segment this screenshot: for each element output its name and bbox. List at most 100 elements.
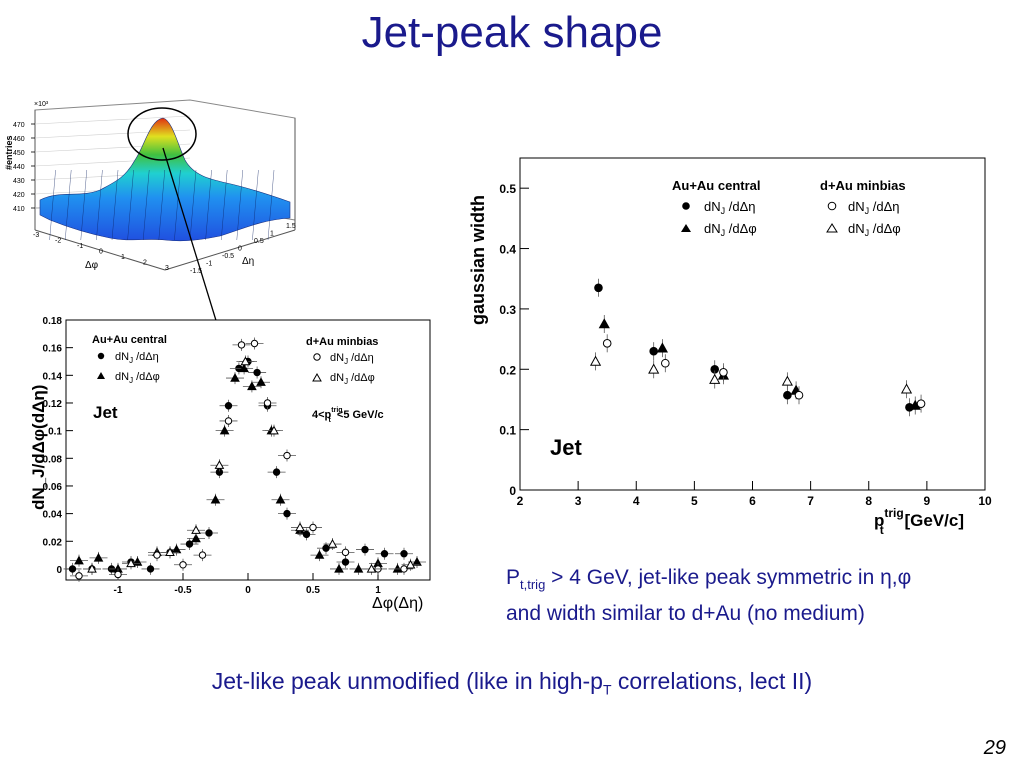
plotB-xtick-label: 8 <box>865 494 872 508</box>
plotA-ylabel: dN_J/dΔφ(dΔη) <box>29 385 48 510</box>
plotA-point-s0 <box>224 402 233 410</box>
surface-mesh-line <box>65 169 72 241</box>
plotB-ylabel: gaussian width <box>468 195 488 325</box>
plotA-point-s1 <box>314 550 325 559</box>
plotA-point-s0 <box>341 558 350 566</box>
plotA-point-s3 <box>295 522 305 532</box>
plotB-xtick-label: 5 <box>691 494 698 508</box>
plotA-point-s0 <box>400 550 408 558</box>
plotB-point-s2 <box>661 358 670 368</box>
surface-mesh-line <box>127 169 134 241</box>
surface-ytick-label: -1 <box>206 261 212 268</box>
plotA-legend-aa-dphi: dNJ /dΔφ <box>115 371 160 385</box>
plotA-point-s0 <box>272 468 281 476</box>
surface-mesh-line <box>267 169 275 241</box>
plotA-point-s1 <box>93 552 104 562</box>
plotA-point-s3 <box>87 563 97 573</box>
plotA-point-s0 <box>380 550 389 558</box>
plotA-xtick-label: 1 <box>375 585 381 596</box>
plotA-point-s2 <box>114 570 122 579</box>
plotB-point-s0 <box>783 390 792 400</box>
plotB-ytick-label: 0.1 <box>499 424 516 438</box>
plotB-point-s3 <box>648 363 660 374</box>
surface-ztick-label: 410 <box>13 206 25 213</box>
plotA-point-s0 <box>253 368 261 377</box>
gaussian-width-chart: 0 0.1 0.2 0.3 0.4 0.5 2 3 4 5 6 7 8 9 10 gaussian wid… <box>468 157 992 537</box>
plotA-point-s2 <box>400 565 408 573</box>
plotB-xtick-label: 2 <box>517 494 524 508</box>
surface-gridline <box>34 115 191 125</box>
surface-ztick-label: 440 <box>13 164 25 171</box>
plotA-point-s2 <box>237 341 246 349</box>
surface-body <box>39 117 291 242</box>
plotA-xtick-label: -1 <box>114 585 123 596</box>
plotA-legend-dau-deta: dNJ /dΔη <box>330 352 374 366</box>
surface-ytick-label: 1 <box>270 231 274 238</box>
plotB-xtick-label: 7 <box>807 494 814 508</box>
plotB-point-s0 <box>649 346 658 356</box>
surface-ytick-label: 1.5 <box>286 223 296 230</box>
plotA-point-s0 <box>205 529 213 537</box>
plotA-point-s2 <box>250 339 259 348</box>
plotB-ytick-label: 0.5 <box>499 182 516 196</box>
plotA-point-s2 <box>341 548 350 557</box>
page-number: 29 <box>983 737 1006 759</box>
surface-xtick-label: 1 <box>121 254 125 261</box>
plotA-ytick-label: 0.06 <box>43 482 63 493</box>
plotA-point-s1 <box>392 563 403 573</box>
plotB-point-s3 <box>781 375 793 386</box>
plotB-legend-dau-deta: dNJ /dΔη <box>848 199 900 216</box>
plotA-point-s0 <box>322 544 330 552</box>
surface-xlabel: Δφ <box>85 260 99 271</box>
plotB-point-s3 <box>589 355 602 366</box>
surface-ytick-label: -1.5 <box>190 268 202 275</box>
surface-ytick-label: 0.5 <box>254 238 264 245</box>
plotA-legend-right-title: d+Au minbias <box>306 336 378 348</box>
plotB-frame <box>519 157 986 491</box>
plotB-point-s0 <box>594 283 603 293</box>
surface-ytick-label: -0.5 <box>222 253 234 260</box>
plotA-point-s2 <box>224 417 233 425</box>
plotA-point-s1 <box>191 533 201 543</box>
plotA-point-s2 <box>179 561 187 569</box>
plotB-ytick-label: 0 <box>509 484 516 498</box>
plotB-ytick-label: 0.2 <box>499 363 516 377</box>
surface-mesh-line <box>80 169 87 241</box>
plotA-point-s2 <box>153 551 161 559</box>
surface-xtick-label: -2 <box>55 238 61 245</box>
plotB-legend-aa-deta: dNJ /dΔη <box>704 199 756 216</box>
surface-mesh-line <box>189 169 197 241</box>
surface-mesh-line <box>221 169 228 241</box>
plotA-point-s0 <box>361 545 369 554</box>
surface-mesh-line <box>158 169 165 241</box>
plotB-xlabel: ptrig t [GeV/c] <box>874 506 964 537</box>
surface-ytick-label: 0 <box>238 246 242 253</box>
plotA-point-s0 <box>68 565 77 573</box>
plotB-ytick-label: 0.4 <box>499 243 516 257</box>
plotA-point-s1 <box>256 377 266 386</box>
plotA-point-s1 <box>353 563 364 573</box>
plotA-legend-aa-deta: dNJ /dΔη <box>115 351 159 365</box>
side-note: Pt,trig > 4 GeV, jet-like peak symmetric… <box>506 563 1016 628</box>
plotA-point-s1 <box>334 563 344 573</box>
plotA-ytick-label: 0.08 <box>43 454 63 465</box>
plotB-point-s3 <box>900 383 913 394</box>
surface-plot: 410 420 430 440 450 460 470 #entries ×10³ -3 -2… <box>4 99 296 275</box>
plotA-point-s2 <box>283 451 291 460</box>
plotA-point-s3 <box>126 558 136 568</box>
plotA-point-s0 <box>185 540 194 548</box>
surface-mesh-line <box>49 169 56 241</box>
plotB-legend-right-title: d+Au minbias <box>820 178 906 193</box>
plotA-point-s1 <box>230 373 240 382</box>
plotB-point-s2 <box>602 339 612 348</box>
side-note-line2: and width similar to d+Au (no medium) <box>506 602 865 626</box>
plotB-xtick-label: 4 <box>633 494 640 508</box>
surface-ylabel: #entries <box>4 135 14 170</box>
plotA-ytick-label: 0.16 <box>43 344 63 355</box>
surface-xtick-label: 3 <box>165 265 169 272</box>
plotA-point-s1 <box>239 363 249 373</box>
plotA-point-s3 <box>327 539 338 548</box>
plotA-point-s3 <box>240 356 251 366</box>
plotA-xlabel: Δφ(Δη) <box>372 595 423 612</box>
plotB-xtick-label: 3 <box>575 494 582 508</box>
